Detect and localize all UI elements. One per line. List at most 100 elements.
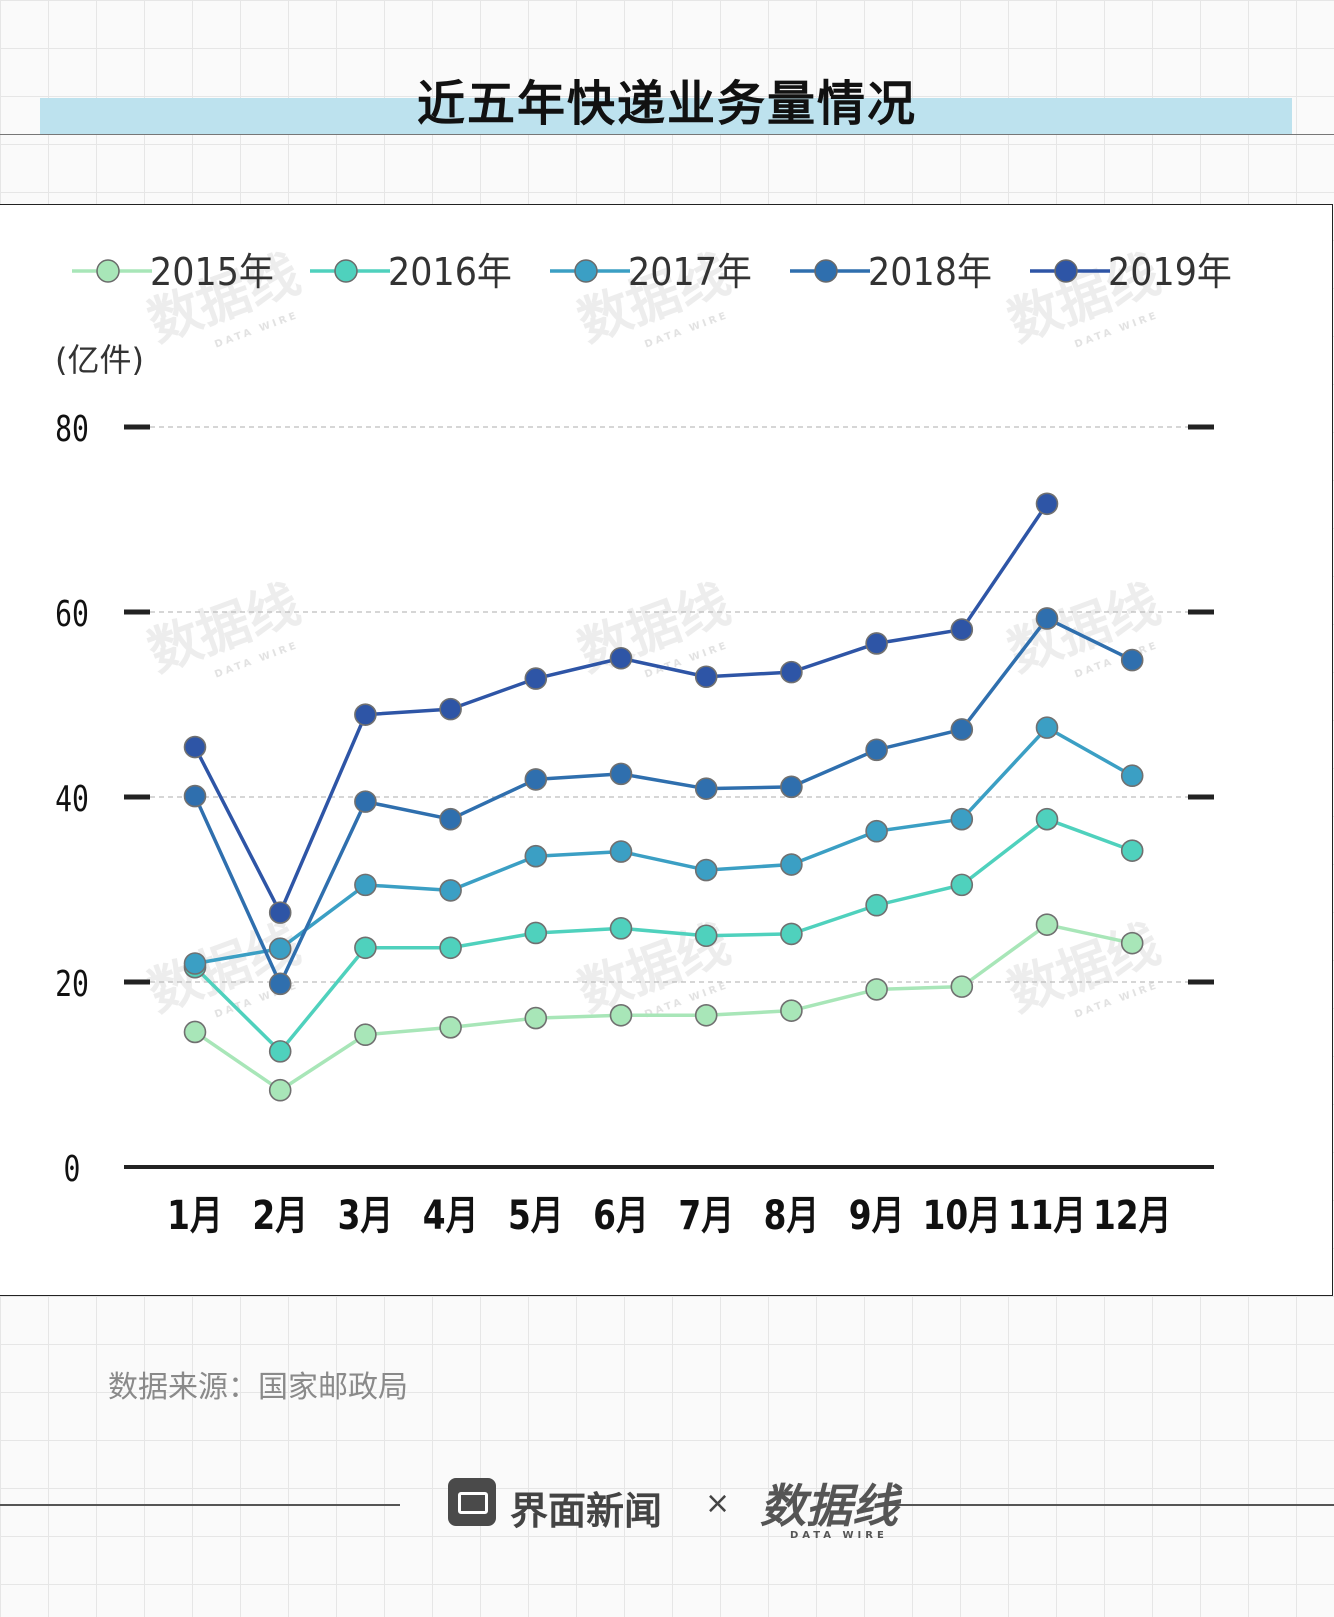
footer-brand: 界面新闻 <box>510 1489 663 1533</box>
x-tick-label: 10月 <box>923 1192 1001 1239</box>
data-point <box>439 1016 462 1039</box>
x-tick-label: 11月 <box>1008 1192 1086 1239</box>
legend-marker <box>814 259 838 283</box>
title-band <box>40 98 1292 134</box>
legend-marker <box>1054 259 1078 283</box>
data-point <box>524 667 548 690</box>
data-point <box>439 936 462 960</box>
data-point <box>865 632 888 655</box>
data-point <box>865 819 888 843</box>
data-point <box>524 1006 548 1030</box>
x-tick-label: 5月 <box>508 1192 564 1239</box>
data-point <box>268 1078 292 1102</box>
data-point <box>1035 716 1059 739</box>
y-tick-label: 0 <box>64 1148 81 1190</box>
x-tick-label: 9月 <box>849 1192 905 1239</box>
data-point <box>183 735 207 759</box>
legend-label: 2019年 <box>1108 250 1232 295</box>
data-point <box>1035 607 1059 630</box>
data-point <box>1035 807 1059 831</box>
data-point <box>354 1023 377 1047</box>
data-point <box>268 1040 292 1063</box>
source-note: 数据来源：国家邮政局 <box>108 1370 408 1405</box>
data-point <box>694 858 718 882</box>
data-point <box>609 762 633 786</box>
x-tick-label: 8月 <box>764 1192 820 1239</box>
legend-marker <box>574 259 598 283</box>
x-tick-label: 7月 <box>678 1192 734 1239</box>
y-tick-label: 60 <box>55 593 89 635</box>
data-point <box>183 952 207 975</box>
legend-label: 2017年 <box>628 250 752 295</box>
series-line <box>193 817 1133 1054</box>
data-point <box>950 618 974 641</box>
series-line <box>194 922 1133 1092</box>
data-point <box>439 697 462 721</box>
data-point <box>694 924 718 948</box>
legend-label: 2015年 <box>150 250 274 295</box>
legend-label: 2018年 <box>868 250 992 295</box>
data-point <box>268 937 292 961</box>
data-point <box>865 738 888 762</box>
data-point <box>950 807 974 831</box>
data-point <box>524 768 548 791</box>
data-point <box>609 1003 633 1027</box>
data-point <box>268 972 292 996</box>
y-tick-label: 20 <box>55 963 89 1005</box>
data-point <box>439 879 462 902</box>
brand-logo-icon <box>448 1478 496 1526</box>
data-point <box>950 873 974 897</box>
footer-partner-sub: DATA WIRE <box>790 1530 888 1541</box>
data-point <box>780 853 803 876</box>
data-point <box>1120 764 1144 788</box>
chart-title: 近五年快递业务量情况 <box>416 76 917 132</box>
legend-marker <box>96 259 120 283</box>
series-line <box>194 725 1134 966</box>
data-point <box>439 807 462 831</box>
data-point <box>354 936 377 960</box>
data-point <box>1120 839 1144 862</box>
data-point <box>609 917 633 940</box>
data-point <box>268 901 292 924</box>
y-tick-label: 40 <box>55 778 89 820</box>
data-point <box>609 840 633 863</box>
x-tick-label: 2月 <box>252 1192 308 1239</box>
data-point <box>950 975 974 998</box>
data-point <box>609 646 633 670</box>
footer-rule-left <box>0 1504 400 1506</box>
data-point <box>1120 648 1144 672</box>
footer-partner-logo: 数据线 <box>760 1479 898 1533</box>
x-tick-label: 6月 <box>593 1192 649 1239</box>
data-point <box>780 775 803 799</box>
x-tick-label: 3月 <box>338 1192 394 1239</box>
data-point <box>865 978 888 1001</box>
series-line <box>193 616 1133 986</box>
y-tick-label: 80 <box>55 408 89 450</box>
x-tick-label: 4月 <box>423 1192 479 1239</box>
data-point <box>780 999 803 1022</box>
data-point <box>183 1020 207 1044</box>
x-tick-label: 12月 <box>1093 1192 1171 1239</box>
data-point <box>524 921 548 945</box>
data-point <box>1035 913 1059 936</box>
y-axis-label: (亿件) <box>55 341 144 379</box>
data-point <box>694 1003 718 1027</box>
data-point <box>865 893 888 917</box>
data-point <box>1035 492 1059 516</box>
footer-rule-right <box>880 1504 1334 1506</box>
data-point <box>694 665 718 689</box>
data-point <box>354 873 377 897</box>
data-point <box>950 718 974 741</box>
data-point <box>183 784 207 808</box>
legend-marker <box>334 259 358 283</box>
chart-panel: 数据线 DATA WIRE 数据线 DATA WIRE 数据线 DATA WIRE 数据线 D… <box>0 204 1333 1296</box>
data-point <box>780 922 803 946</box>
legend-label: 2016年 <box>388 250 512 295</box>
data-point <box>1120 931 1144 955</box>
data-point <box>780 660 803 684</box>
data-point <box>354 703 377 726</box>
title-rule <box>0 134 1334 135</box>
footer-separator: × <box>705 1486 731 1521</box>
data-point <box>694 777 718 800</box>
